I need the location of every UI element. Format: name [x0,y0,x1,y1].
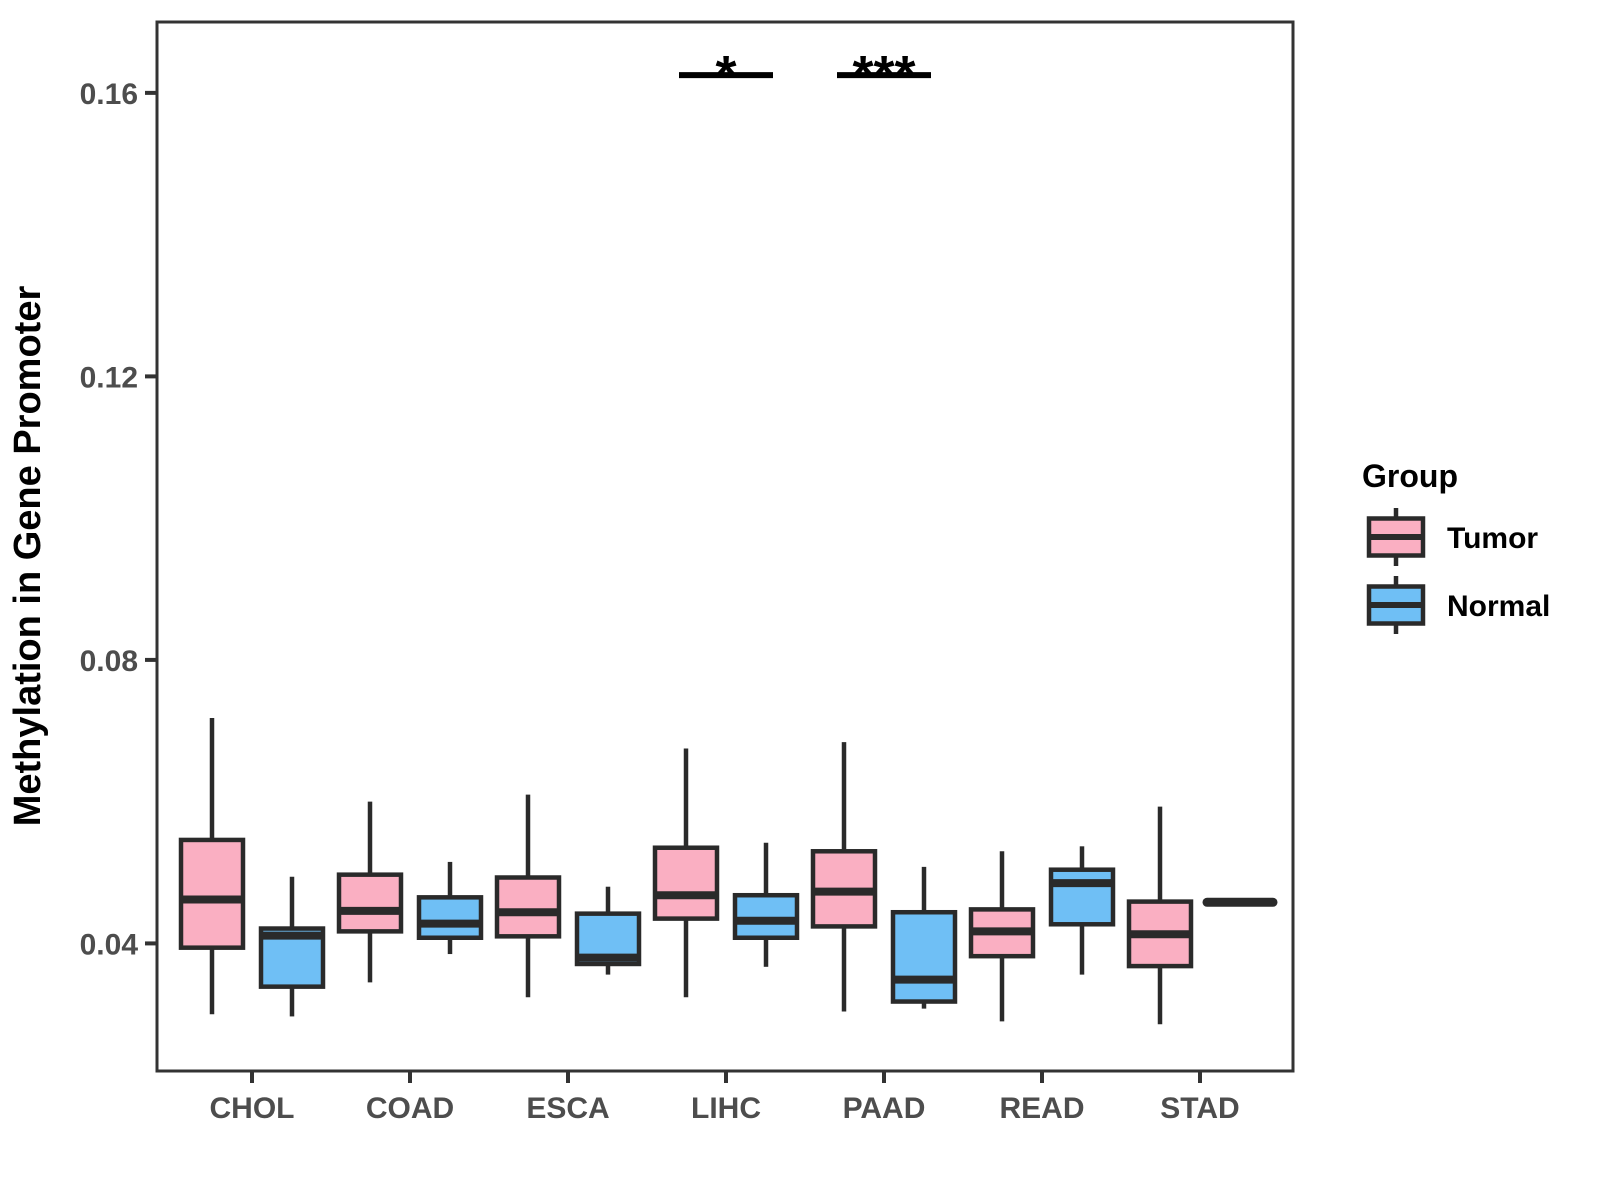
x-axis-label-CHOL: CHOL [210,1092,295,1125]
box [652,845,720,921]
y-axis: 0.04 0.08 0.12 0.16 [80,78,157,961]
y-tick-label: 0.08 [80,645,138,678]
boxplot-PAAD-normal [890,866,958,1009]
box [890,909,958,1004]
boxplots-layer [178,718,1278,1025]
boxplot-ESCA-tumor [494,794,562,998]
legend: Group Tumor Normal [1362,458,1550,634]
legend-item-label: Normal [1447,590,1550,623]
x-axis-label-PAAD: PAAD [843,1092,926,1125]
legend-key-boxplot-icon [1366,576,1426,634]
y-tick-label: 0.04 [80,928,139,961]
legend-title: Group [1362,458,1458,494]
boxplot-STAD-tumor [1126,806,1194,1025]
boxplot-LIHC-normal [732,842,800,967]
x-axis: CHOL COAD ESCA LIHC PAAD READ STAD [210,1071,1240,1125]
boxplot-READ-normal [1048,846,1116,975]
legend-key-boxplot-icon [1366,508,1426,566]
significance-LIHC: * [679,45,773,105]
legend-item-label: Tumor [1447,522,1538,555]
x-axis-label-READ: READ [999,1092,1084,1125]
boxplot-LIHC-tumor [652,748,720,998]
plot-panel [155,20,1295,1073]
legend-items: Tumor Normal [1366,508,1550,634]
box [1048,867,1116,927]
x-axis-label-COAD: COAD [366,1092,454,1125]
boxplot-CHOL-normal [258,876,326,1017]
boxplot-READ-tumor [968,851,1036,1022]
boxplot-COAD-tumor [336,801,404,983]
x-axis-label-STAD: STAD [1160,1092,1239,1125]
box [494,875,562,939]
y-axis-title: Methylation in Gene Promoter [7,286,49,827]
y-tick-label: 0.12 [80,361,138,394]
box [416,895,484,940]
box [178,837,246,950]
box [732,892,800,940]
legend-item-tumor: Tumor [1366,508,1538,566]
boxplot-PAAD-tumor [810,742,878,1012]
significance-layer: * *** [679,45,931,105]
boxplot-CHOL-tumor [178,718,246,1015]
x-axis-label-LIHC: LIHC [691,1092,761,1125]
box [336,872,404,934]
significance-PAAD: *** [837,45,931,105]
boxplot-COAD-normal [416,861,484,955]
significance-label: *** [852,45,915,105]
significance-label: * [715,45,736,105]
x-axis-label-ESCA: ESCA [526,1092,609,1125]
legend-item-normal: Normal [1366,576,1550,634]
boxplot-ESCA-normal [574,886,642,975]
y-tick-label: 0.16 [80,78,138,111]
